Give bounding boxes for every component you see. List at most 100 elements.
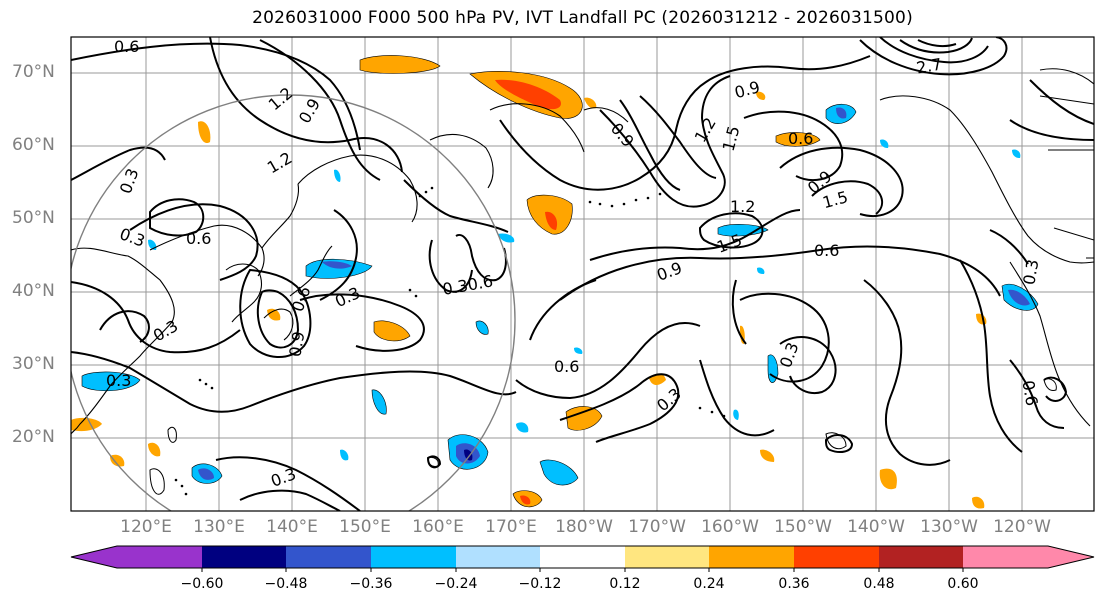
anomaly-patch [757, 267, 765, 274]
colorbar-tick-label: −0.36 [349, 576, 393, 592]
pv-contours [71, 37, 1094, 511]
anomaly-patch [148, 442, 161, 457]
colorbar-bin [625, 546, 710, 568]
anomaly-patch [756, 91, 766, 100]
lon-label: 130°W [920, 517, 978, 537]
contour-label: 0.6 [788, 129, 813, 148]
anomaly-patch [565, 406, 603, 431]
lon-label: 180°W [555, 517, 613, 537]
colorbar-extend-left [71, 546, 118, 568]
colorbar-tick-label: 0.24 [693, 576, 725, 592]
lon-label: 130°E [193, 517, 245, 537]
colorbar-outline [70, 545, 1095, 569]
anomaly-patch [359, 55, 441, 74]
anomaly-patch [717, 224, 769, 237]
lat-label: 20°N [12, 427, 55, 447]
anomaly-patch [322, 261, 352, 269]
contour-label: 0.3 [1019, 258, 1042, 286]
colorbar-tick-label: −0.24 [434, 576, 478, 592]
anomaly-patch [516, 422, 529, 433]
colorbar-tick-label: −0.48 [264, 576, 308, 592]
anomaly-patch [880, 139, 889, 148]
anomaly-patch [71, 417, 102, 432]
anomaly-patch [267, 308, 281, 321]
anomaly-patch [539, 459, 579, 486]
anomaly-patch [498, 233, 515, 243]
colorbar-tick-label: 0.60 [947, 576, 979, 592]
lat-label: 70°N [12, 62, 55, 82]
map-frame [70, 36, 1095, 512]
anomaly-patch [836, 107, 847, 119]
colorbar-bin [879, 546, 964, 568]
lat-label: 30°N [12, 354, 55, 374]
anomaly-patch [767, 354, 779, 383]
anomaly-patch [334, 169, 341, 182]
anomaly-patch [775, 132, 821, 147]
anomaly-patch [1012, 149, 1021, 158]
anomaly-patch [574, 347, 583, 354]
colorbar-bin [963, 546, 1049, 568]
anomaly-patch [475, 320, 489, 335]
colorbar [70, 545, 1095, 572]
anomaly-patch [198, 468, 214, 480]
lon-label: 120°W [993, 517, 1051, 537]
contour-label: 0.6 [186, 229, 211, 248]
map-title: 2026031000 F000 500 hPa PV, IVT Landfall… [252, 8, 913, 28]
anomaly-patch [584, 97, 597, 109]
contour-label: 0.6 [814, 241, 839, 260]
contour-label: 0.6 [1018, 379, 1041, 407]
negative-anomaly-patches [81, 103, 1039, 486]
lon-label: 140°W [847, 517, 905, 537]
colorbar-bin [709, 546, 795, 568]
colorbar-bin [456, 546, 541, 568]
anomaly-patch [340, 449, 349, 461]
coastlines [71, 68, 1094, 435]
anomaly-patch [495, 79, 561, 110]
lon-label: 170°W [628, 517, 686, 537]
colorbar-bin [794, 546, 880, 568]
colorbar-tick-label: 0.48 [863, 576, 895, 592]
lon-label: 150°E [339, 517, 391, 537]
anomaly-patch [81, 371, 141, 392]
lat-label: 50°N [12, 208, 55, 228]
anomaly-patch [733, 409, 739, 420]
colorbar-tick-label: −0.60 [180, 576, 224, 592]
anomaly-patch [879, 468, 897, 490]
anomaly-patch [373, 320, 411, 342]
contour-label: 2.7 [915, 54, 943, 77]
anomaly-patch [520, 495, 531, 505]
contour-label: 0.6 [114, 37, 139, 56]
anomaly-patch [1008, 289, 1030, 306]
lat-label: 40°N [12, 281, 55, 301]
contour-label: 0.3 [106, 371, 131, 390]
lat-label: 60°N [12, 135, 55, 155]
lon-label: 160°W [701, 517, 759, 537]
contour-label: 0.9 [285, 330, 308, 358]
anomaly-patch [110, 454, 125, 467]
colorbar-extend-right [1048, 546, 1094, 568]
lon-label: 120°E [120, 517, 172, 537]
colorbar-bin [371, 546, 457, 568]
graticule [71, 37, 1094, 511]
colorbar-bin [540, 546, 626, 568]
lon-label: 140°E [266, 517, 318, 537]
landfall-region-circle [71, 94, 516, 511]
anomaly-patch [972, 496, 985, 509]
anomaly-patch [371, 389, 387, 415]
lon-label: 170°E [485, 517, 537, 537]
colorbar-bin [117, 546, 203, 568]
lon-label: 160°E [412, 517, 464, 537]
colorbar-tick-label: −0.12 [518, 576, 562, 592]
colorbar-bin [202, 546, 287, 568]
contour-label: 0.6 [554, 357, 579, 376]
anomaly-patch [464, 449, 473, 461]
contour-label: 1.2 [730, 197, 755, 216]
colorbar-tick-label: 0.12 [609, 576, 641, 592]
anomaly-patch [760, 449, 775, 462]
lon-label: 150°W [774, 517, 832, 537]
map-background [71, 37, 1094, 511]
anomaly-patch [545, 211, 558, 230]
anomaly-patch [198, 121, 211, 144]
colorbar-bin [286, 546, 372, 568]
